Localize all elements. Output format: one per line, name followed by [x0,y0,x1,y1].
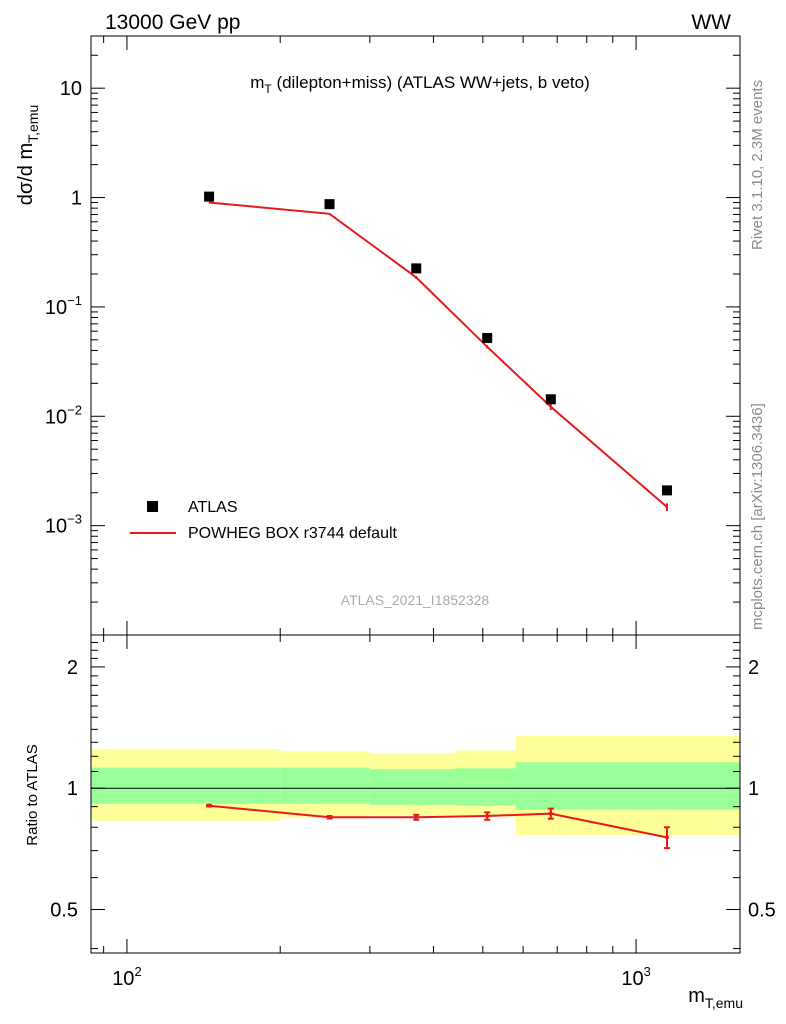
data-point [482,332,493,343]
main-y-tick-label: 10−1 [45,293,82,319]
stat-uncertainty-band [369,769,455,805]
main-y-label: dσ/d mT,emu [15,105,41,206]
data-point [411,263,422,274]
process-label: WW [691,11,731,34]
ratio-point [548,811,553,816]
legend: ATLAS POWHEG BOX r3744 default [130,499,398,542]
ratio-panel: 102 103 2 2 1 1 0.5 0.5 [50,634,776,990]
legend-label-powheg: POWHEG BOX r3744 default [188,525,398,542]
data-point [324,199,335,210]
ratio-frame [90,634,741,954]
plot-title: mT (dilepton+miss) (ATLAS WW+jets, b vet… [250,73,590,96]
ratio-mc-line [209,804,668,839]
main-y-tick-label: 10−2 [45,402,82,428]
data-point [661,485,672,496]
ratio-y-label: Ratio to ATLAS [24,744,41,845]
ratio-y-tick-label: 0.5 [50,900,78,922]
mcplots-info: mcplots.cern.ch [arXiv:1306.3436] [749,403,766,630]
ratio-y-tick-label-right: 1 [748,778,759,800]
ratio-y-tick-label: 2 [67,657,78,679]
ratio-point [207,803,212,808]
rivet-info: Rivet 3.1.10, 2.3M events [749,80,766,250]
ratio-y-tick-label-right: 2 [748,657,759,679]
x-axis-label: mT,emu [688,985,743,1011]
main-frame [90,35,741,636]
ratio-point [485,814,490,819]
stat-uncertainty-band [454,768,516,806]
legend-label-atlas: ATLAS [188,499,238,516]
data-point [545,394,556,405]
x-tick-label: 102 [112,964,141,990]
legend-marker-atlas [147,501,158,512]
ratio-point [327,815,332,820]
x-tick-label: 103 [621,964,650,990]
ratio-point [414,815,419,820]
mc-line [209,201,668,508]
stat-uncertainty-band [515,762,740,810]
ratio-y-tick-label-right: 0.5 [748,900,776,922]
stat-uncertainty-band [280,767,370,804]
main-y-tick-label: 10 [60,78,82,100]
main-y-tick-label: 10−3 [45,512,82,538]
energy-label: 13000 GeV pp [105,11,240,34]
main-y-tick-label: 1 [71,188,82,210]
data-point [204,191,215,202]
main-panel: 10 1 10−1 10−2 10−3 mT (dilepton+miss) (ATLA… [45,35,741,636]
ratio-y-tick-label: 1 [67,778,78,800]
stat-uncertainty-band [91,767,281,804]
analysis-id: ATLAS_2021_I1852328 [341,592,490,608]
ratio-point [664,835,669,840]
